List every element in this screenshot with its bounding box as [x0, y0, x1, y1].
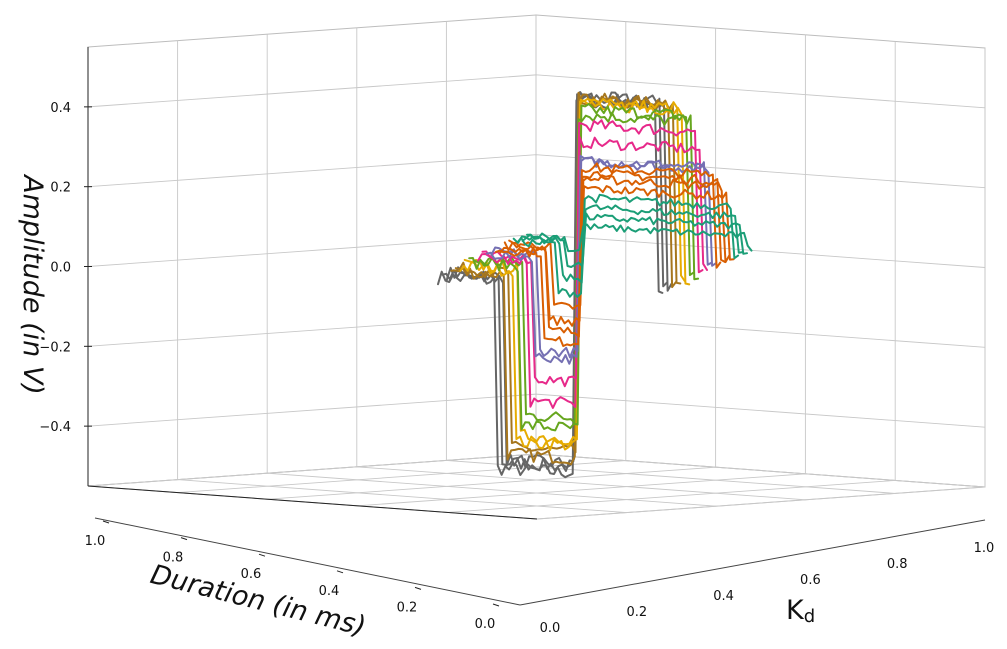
chart-labels: Amplitude (in V) Duration (in ms) Kd	[17, 173, 815, 642]
x-gridline	[536, 48, 986, 520]
series-line	[468, 103, 695, 432]
series-line	[503, 174, 731, 327]
z-tick-label: 0.2	[50, 181, 71, 196]
x-tick-label: 0.8	[887, 557, 908, 572]
series-line	[508, 185, 735, 310]
y-tick-label: 0.6	[241, 567, 262, 582]
x-tick-label: 0.4	[713, 589, 734, 604]
x-axis-title-subscript: d	[804, 606, 815, 627]
y-tick	[414, 586, 422, 590]
series-line	[437, 91, 664, 479]
floor-pane	[87, 453, 986, 520]
x-tick-label: 1.0	[974, 541, 995, 556]
y-gridline	[177, 40, 627, 514]
y-tick-label: 0.8	[163, 551, 184, 566]
z-tick-label: 0.4	[50, 101, 71, 116]
y-tick-label: 0.4	[319, 584, 340, 599]
y-tick-label: 0.0	[475, 617, 496, 632]
x-tick-label: 0.6	[800, 573, 821, 588]
y-tick	[258, 553, 266, 557]
y-gridline	[87, 47, 538, 520]
duration-axis-line	[94, 517, 521, 606]
y-gridline	[445, 21, 896, 494]
x-tick-label: 0.2	[626, 605, 647, 620]
x-tick-label: 0.0	[540, 621, 561, 636]
y-tick	[492, 603, 500, 607]
z-tick-label: 0.0	[50, 261, 71, 276]
x-axis-title-main: K	[786, 595, 805, 626]
y-tick	[102, 520, 110, 524]
series-line	[477, 119, 704, 409]
y-gridline	[356, 27, 806, 501]
y-tick	[336, 570, 344, 574]
series-line	[526, 223, 753, 253]
kd-axis-line	[519, 519, 986, 606]
z-axis-title: Amplitude (in V)	[17, 173, 48, 395]
series-line	[481, 136, 708, 388]
y-tick-label: 1.0	[85, 534, 106, 549]
y-gridline	[266, 34, 717, 507]
z-tick-label: −0.2	[39, 340, 71, 355]
chart-axes: −0.4 −0.2 0.0 0.2 0.4 1.0 0.8 0.6 0.4 0.2 0.0 0.0 0.…	[39, 47, 994, 636]
chart-gridlines	[87, 15, 986, 520]
chart-series	[437, 91, 753, 479]
z-tick-label: −0.4	[39, 420, 71, 435]
x-axis-line	[87, 485, 538, 520]
x-axis-title: Kd	[786, 595, 815, 627]
y-tick-label: 0.2	[397, 600, 418, 615]
y-tick	[180, 537, 188, 541]
series-line	[486, 154, 713, 365]
